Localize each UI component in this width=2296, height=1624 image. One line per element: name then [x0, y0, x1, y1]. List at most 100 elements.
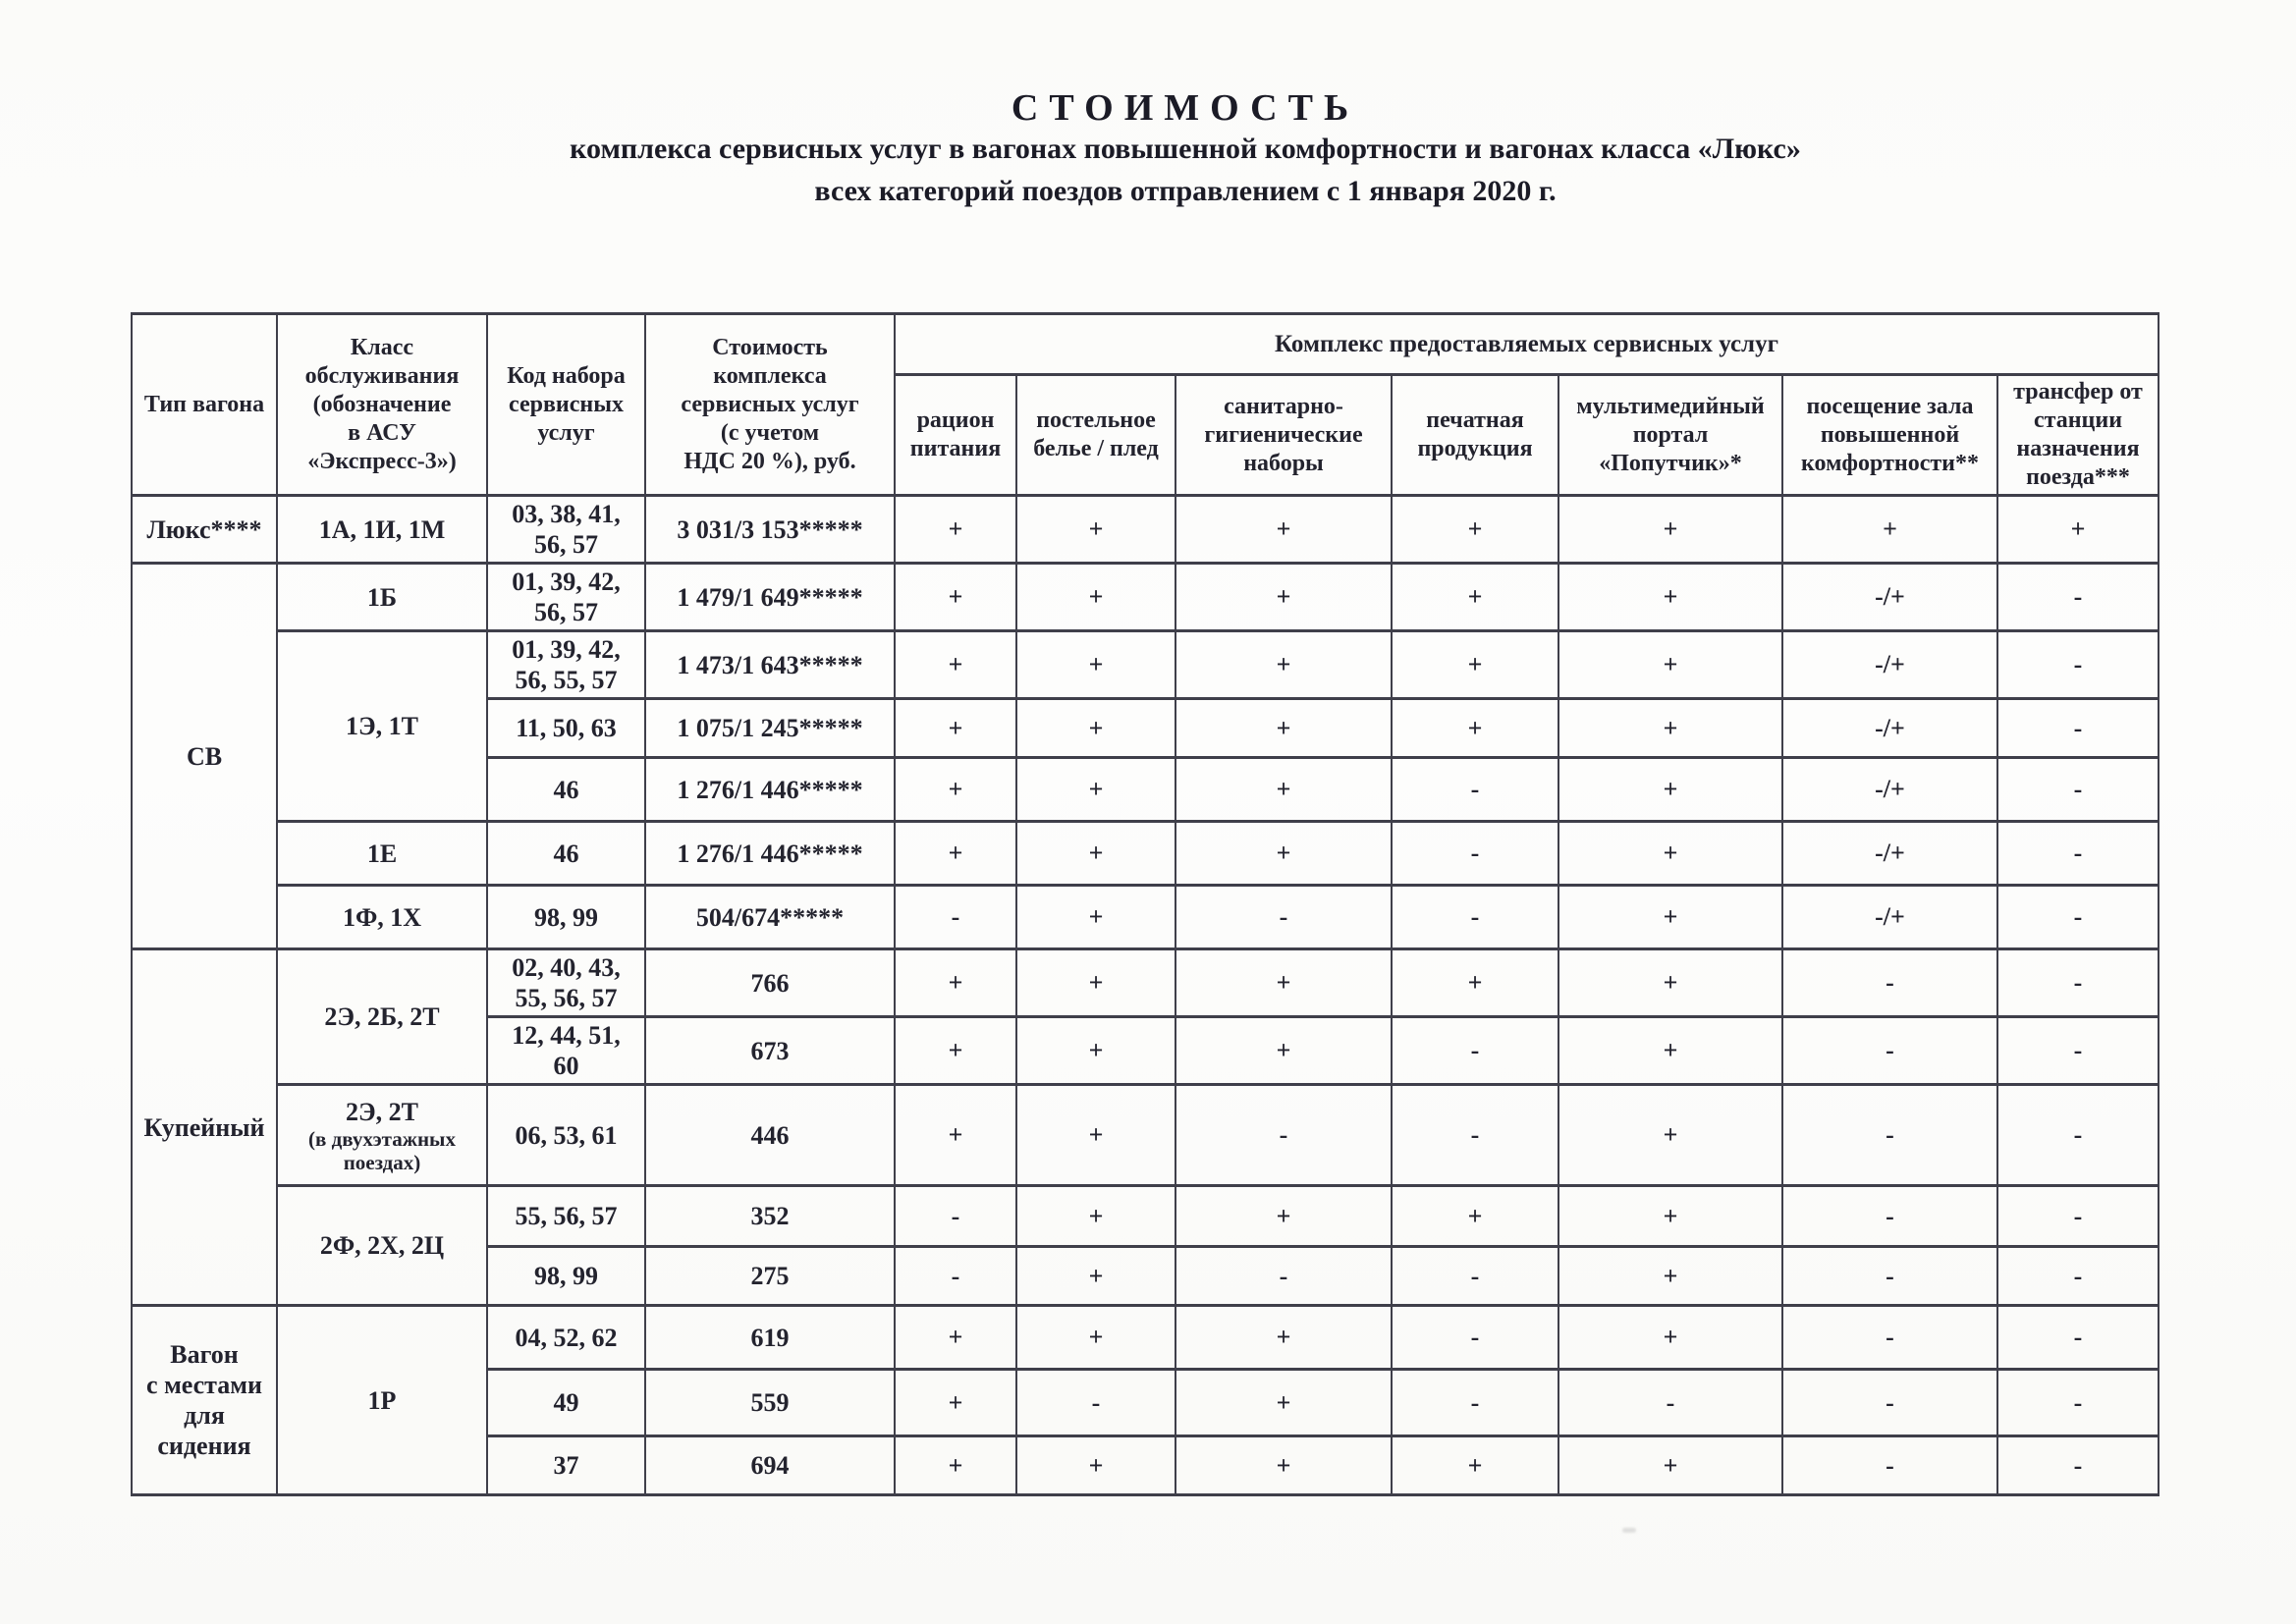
subtitle-line-2: всех категорий поездов отправлением с 1 …	[814, 175, 1557, 207]
service-code-cell: 04, 52, 62	[486, 1304, 646, 1371]
service-flag-cell: +	[1558, 494, 1783, 565]
service-class-cell: 2Э, 2Т (в двухэтажных поездах)	[276, 1083, 488, 1187]
cell-text: +	[1088, 1261, 1104, 1290]
cell-text: 1Р	[367, 1385, 397, 1415]
cell-text: 1 075/1 245*****	[677, 714, 863, 742]
service-code-cell: 55, 56, 57	[486, 1184, 646, 1248]
car-type-cell: Люкс****	[131, 494, 278, 565]
cell-text: +	[948, 1387, 963, 1417]
service-code-cell: 11, 50, 63	[486, 697, 646, 759]
table-row: 46 1 276/1 446***** + + + - + -/+ -	[132, 756, 2159, 823]
cell-text: 1А, 1И, 1М	[318, 514, 446, 544]
table-row: 12, 44, 51, 60 673 + + + - + - -	[132, 1015, 2159, 1086]
cell-text: -	[2073, 650, 2083, 678]
cell-text: +	[1467, 1201, 1483, 1230]
cell-text: 03, 38, 41, 56, 57	[512, 500, 621, 559]
service-code-cell: 49	[486, 1368, 646, 1437]
service-flag-cell: +	[1175, 562, 1393, 632]
cell-text: +	[948, 713, 963, 742]
cell-text: +	[1467, 1450, 1483, 1480]
cell-text: +	[948, 1036, 963, 1064]
service-flag-cell: +	[1175, 1304, 1393, 1371]
cell-text: +	[1276, 968, 1291, 997]
service-flag-cell: +	[1558, 1435, 1783, 1496]
table-row: СВ 1Б 01, 39, 42, 56, 57 1 479/1 649***** + +…	[131, 562, 2159, 950]
cell-text: +	[1088, 1323, 1104, 1351]
cost-cell: 1 479/1 649*****	[644, 562, 896, 632]
cell-text: СВ	[186, 741, 223, 771]
cell-text: -	[2073, 1261, 2083, 1290]
service-flag-cell: +	[1391, 1184, 1559, 1248]
cell-text: 37	[553, 1451, 579, 1480]
service-flag-cell: -	[1391, 1245, 1559, 1307]
cell-text: Купейный	[143, 1112, 265, 1142]
service-header-cell: санитарно- гигиенические наборы	[1175, 373, 1393, 497]
car-type-cell: СВ	[131, 562, 278, 950]
table-row: Люкс**** 1А, 1И, 1М 03, 38, 41, 56, 57 3 03…	[131, 494, 2159, 565]
scan-artifact	[1622, 1528, 1636, 1533]
cell-text: 446	[750, 1120, 790, 1150]
cell-subtext: (в двухэтажных поездах)	[308, 1126, 456, 1174]
service-code-cell: 02, 40, 43, 55, 56, 57	[486, 947, 646, 1018]
services-table: Тип вагона Класс обслуживания (обозначени…	[131, 312, 2159, 1496]
service-flag-cell: +	[1558, 884, 1783, 950]
cell-text: 01, 39, 42, 56, 57	[512, 568, 621, 626]
service-flag-cell: -	[1558, 1368, 1783, 1437]
cell-text: +	[1276, 1387, 1291, 1417]
cell-text: -	[1886, 1201, 1894, 1230]
service-flag-cell: +	[894, 1435, 1017, 1496]
cell-text: -	[951, 1201, 960, 1230]
cell-text: Вагон с местами для сидения	[146, 1340, 262, 1460]
cell-text: +	[1467, 713, 1483, 742]
cell-text: -	[1279, 1120, 1288, 1149]
cell-text: -	[1091, 1387, 1101, 1417]
cell-text: +	[1467, 582, 1483, 611]
cell-text: 352	[750, 1202, 790, 1230]
cell-text: -	[2073, 1036, 2083, 1064]
service-flag-cell: +	[1015, 1184, 1176, 1248]
cell-text: 766	[750, 968, 790, 998]
cell-text: 1Ф, 1Х	[342, 902, 422, 932]
cell-text: -/+	[1875, 713, 1905, 742]
cost-cell: 673	[644, 1015, 896, 1086]
service-header-cell: мультимедийный портал «Попутчик»*	[1558, 373, 1783, 497]
cell-text: +	[1467, 650, 1483, 678]
service-class-cell: 1Р	[276, 1304, 488, 1496]
service-code-cell: 06, 53, 61	[486, 1083, 646, 1187]
cell-text: +	[1088, 582, 1104, 611]
cell-text: -	[2073, 582, 2083, 611]
service-flag-cell: +	[1391, 494, 1559, 565]
service-flag-cell: -	[1996, 884, 2159, 950]
cell-text: -/+	[1875, 582, 1905, 611]
service-flag-cell: -	[1996, 1304, 2159, 1371]
service-flag-cell: +	[1175, 947, 1393, 1018]
cell-text: +	[948, 1120, 963, 1149]
service-flag-cell: -/+	[1781, 884, 1998, 950]
cell-text: 1 479/1 649*****	[677, 582, 863, 612]
service-flag-cell: +	[1015, 820, 1176, 887]
cell-text: +	[1663, 1323, 1678, 1351]
service-flag-cell: +	[1391, 947, 1559, 1018]
cell-text: +	[1276, 713, 1291, 742]
cell-text: -	[2073, 713, 2083, 742]
cost-cell: 1 473/1 643*****	[644, 629, 896, 700]
cell-text: +	[1467, 514, 1483, 543]
service-flag-cell: -	[1391, 1368, 1559, 1437]
cell-text: 2Ф, 2Х, 2Ц	[319, 1231, 445, 1260]
cell-text: +	[1088, 1450, 1104, 1480]
cell-text: 3 031/3 153*****	[677, 514, 863, 544]
cell-text: 49	[553, 1388, 579, 1417]
cell-text: 11, 50, 63	[516, 714, 617, 742]
page-title: СТОИМОСТЬ	[1011, 87, 1360, 129]
cell-text: Люкс****	[146, 514, 262, 544]
group-header-cell: Комплекс предоставляемых сервисных услуг	[894, 312, 2159, 376]
service-flag-cell: +	[894, 1015, 1017, 1086]
cell-text: +	[1276, 1450, 1291, 1480]
service-flag-cell: +	[1015, 1245, 1176, 1307]
cell-text: +	[948, 839, 963, 867]
cell-text: +	[1088, 902, 1104, 931]
service-flag-cell: +	[1391, 697, 1559, 759]
service-flag-cell: -	[1996, 629, 2159, 700]
cell-text: -	[951, 1261, 960, 1290]
cell-text: +	[1276, 1323, 1291, 1351]
